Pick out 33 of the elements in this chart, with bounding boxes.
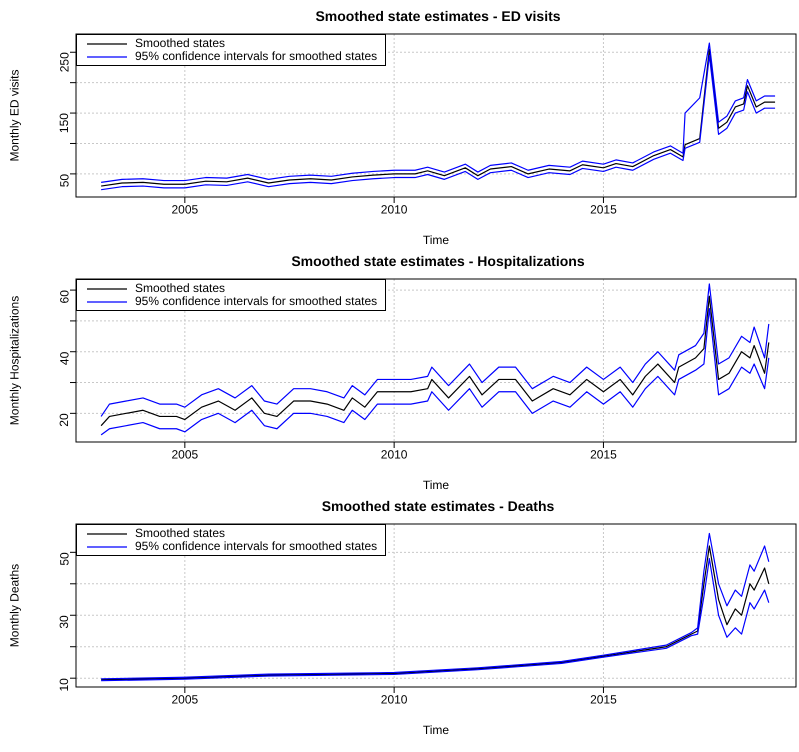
chart-title: Smoothed state estimates - ED visits — [314, 8, 562, 26]
legend-label: Smoothed states — [135, 526, 226, 540]
y-tick-label: 20 — [57, 413, 72, 427]
x-axis-title: Time — [422, 233, 450, 247]
legend-label: 95% confidence intervals for smoothed states — [135, 49, 378, 63]
legend-label: Smoothed states — [135, 281, 226, 295]
legend-label: 95% confidence intervals for smoothed states — [135, 294, 378, 308]
y-axis-title: Monthly ED visits — [7, 69, 22, 162]
x-tick-label: 2010 — [380, 202, 408, 217]
x-tick-label: 2005 — [171, 448, 199, 462]
x-tick-label: 2015 — [590, 448, 618, 462]
y-axis-title: Monthly Hospitalizations — [7, 296, 22, 426]
legend-label: 95% confidence intervals for smoothed states — [135, 539, 378, 553]
y-tick-label: 250 — [57, 52, 72, 72]
chart-title: Smoothed state estimates - Deaths — [320, 498, 556, 516]
x-tick-label: 2005 — [171, 202, 199, 217]
x-tick-label: 2005 — [171, 692, 199, 707]
y-tick-label: 40 — [57, 351, 72, 366]
y-tick-label: 50 — [57, 552, 72, 566]
chart-title: Smoothed state estimates - Hospitalizations — [290, 253, 586, 271]
y-tick-label: 30 — [57, 614, 72, 629]
y-tick-label: 150 — [57, 112, 72, 134]
x-tick-label: 2015 — [590, 202, 618, 217]
y-axis-title: Monthly Deaths — [7, 564, 22, 648]
y-tick-label: 50 — [57, 174, 72, 188]
x-tick-label: 2010 — [380, 448, 408, 462]
legend-label: Smoothed states — [135, 36, 226, 50]
y-tick-label: 60 — [57, 290, 72, 304]
x-axis-title: Time — [422, 478, 450, 492]
y-tick-label: 10 — [57, 678, 72, 692]
x-tick-label: 2015 — [590, 692, 618, 707]
x-axis-title: Time — [422, 723, 450, 737]
x-tick-label: 2010 — [380, 692, 408, 707]
